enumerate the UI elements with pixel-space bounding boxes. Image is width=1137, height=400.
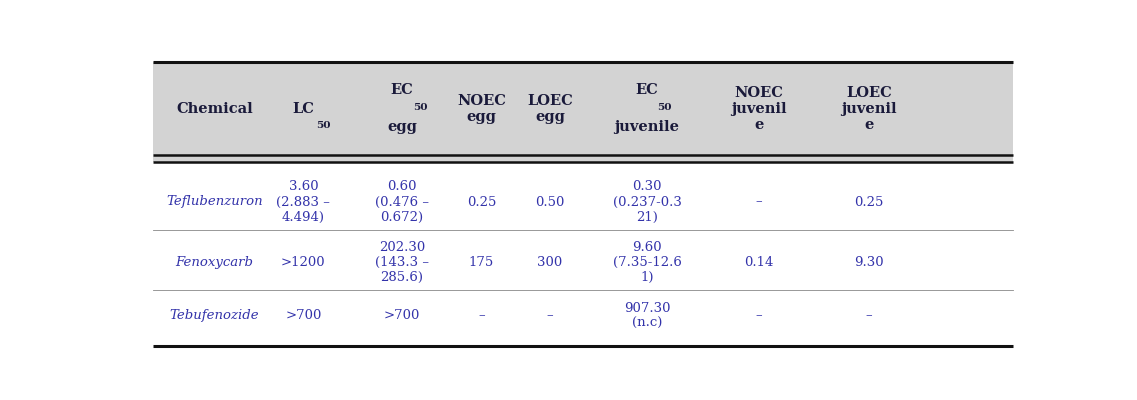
Text: Tebufenozide: Tebufenozide [169,310,259,322]
Text: Teflubenzuron: Teflubenzuron [166,196,263,208]
Text: egg: egg [387,120,417,134]
Text: NOEC
juvenil
e: NOEC juvenil e [731,86,787,132]
Text: 300: 300 [538,256,563,268]
Text: EC: EC [636,83,658,97]
Text: LOEC
juvenil
e: LOEC juvenil e [841,86,897,132]
Text: 0.50: 0.50 [536,196,565,208]
Text: 0.60
(0.476 –
0.672): 0.60 (0.476 – 0.672) [375,180,429,224]
Text: LOEC
egg: LOEC egg [528,94,573,124]
Text: –: – [865,310,872,322]
Text: 202.30
(143.3 –
285.6): 202.30 (143.3 – 285.6) [375,240,429,284]
Text: >1200: >1200 [281,256,325,268]
Bar [152,62,1013,162]
Text: –: – [756,310,762,322]
Text: 0.14: 0.14 [745,256,773,268]
Text: >700: >700 [384,310,421,322]
Bar [152,162,1013,346]
Text: 907.30
(n.c): 907.30 (n.c) [624,302,671,330]
Text: 9.30: 9.30 [854,256,883,268]
Text: 50: 50 [316,121,330,130]
Text: 3.60
(2.883 –
4.494): 3.60 (2.883 – 4.494) [276,180,331,224]
Text: NOEC
egg: NOEC egg [457,94,506,124]
Text: 50: 50 [413,103,428,112]
Text: 0.25: 0.25 [466,196,496,208]
Text: –: – [547,310,554,322]
Text: LC: LC [292,102,314,116]
Text: 0.30
(0.237-0.3
21): 0.30 (0.237-0.3 21) [613,180,681,224]
Text: Fenoxycarb: Fenoxycarb [175,256,254,268]
Text: Chemical: Chemical [176,102,252,116]
Text: 0.25: 0.25 [854,196,883,208]
Text: 175: 175 [468,256,493,268]
Text: –: – [478,310,484,322]
Text: 9.60
(7.35-12.6
1): 9.60 (7.35-12.6 1) [613,240,681,284]
Text: 50: 50 [657,103,672,112]
Text: >700: >700 [285,310,322,322]
Text: –: – [756,196,762,208]
Text: juvenile: juvenile [614,120,680,134]
Text: EC: EC [391,83,414,97]
